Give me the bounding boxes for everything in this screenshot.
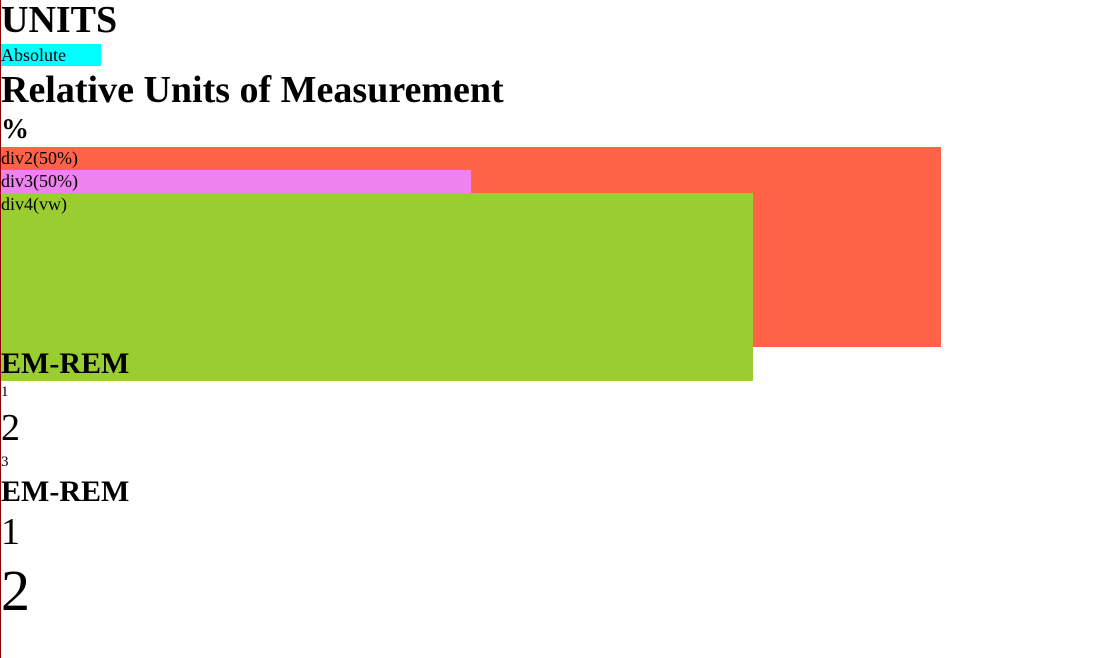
div3-box: div3(50%)	[1, 170, 471, 193]
em-rem-item-1-1: 1	[1, 384, 9, 400]
page-title: UNITS	[1, 0, 118, 41]
em-rem-item-2-2: 2	[1, 558, 30, 623]
div2-label: div2(50%)	[1, 148, 78, 168]
div4-label: div4(vw)	[1, 194, 67, 214]
em-rem-item-1-2: 2	[1, 407, 20, 449]
relative-units-heading: Relative Units of Measurement	[1, 69, 504, 111]
percent-heading: %	[1, 114, 29, 145]
div3-label: div3(50%)	[1, 171, 78, 191]
em-rem-heading-1: EM-REM	[1, 347, 130, 380]
div4-box: div4(vw)	[1, 193, 753, 381]
em-rem-item-1-3: 3	[1, 454, 9, 470]
absolute-box: Absolute	[1, 44, 101, 66]
em-rem-item-2-1: 1	[1, 511, 20, 553]
em-rem-heading-2: EM-REM	[1, 475, 130, 508]
left-border-line	[0, 0, 1, 658]
